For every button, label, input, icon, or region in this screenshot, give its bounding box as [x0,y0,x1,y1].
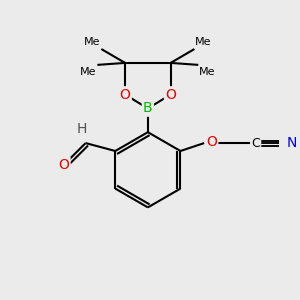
Text: N: N [286,136,297,150]
Text: O: O [165,88,176,102]
Text: Me: Me [195,37,212,47]
Text: Me: Me [80,67,96,77]
Text: B: B [143,101,153,116]
Text: H: H [76,122,87,136]
Text: O: O [58,158,69,172]
Text: C: C [251,136,260,150]
Text: O: O [206,135,217,149]
Text: O: O [120,88,130,102]
Text: Me: Me [199,67,216,77]
Text: Me: Me [84,37,101,47]
